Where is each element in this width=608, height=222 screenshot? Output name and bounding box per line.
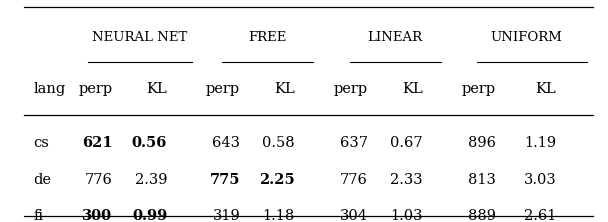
Text: 1.19: 1.19: [524, 136, 556, 150]
Text: KL: KL: [402, 82, 423, 96]
Text: 637: 637: [340, 136, 368, 150]
Text: 643: 643: [212, 136, 240, 150]
Text: perp: perp: [461, 82, 496, 96]
Text: 889: 889: [468, 209, 496, 222]
Text: 1.03: 1.03: [390, 209, 423, 222]
Text: NEURAL NET: NEURAL NET: [92, 31, 187, 44]
Text: 2.39: 2.39: [135, 173, 167, 187]
Text: 3.03: 3.03: [523, 173, 556, 187]
Text: cs: cs: [33, 136, 49, 150]
Text: 621: 621: [82, 136, 112, 150]
Text: 304: 304: [340, 209, 368, 222]
Text: 776: 776: [85, 173, 112, 187]
Text: de: de: [33, 173, 52, 187]
Text: 896: 896: [468, 136, 496, 150]
Text: KL: KL: [274, 82, 295, 96]
Text: fi: fi: [33, 209, 44, 222]
Text: 776: 776: [340, 173, 368, 187]
Text: 0.67: 0.67: [390, 136, 423, 150]
Text: 813: 813: [468, 173, 496, 187]
Text: 0.56: 0.56: [132, 136, 167, 150]
Text: KL: KL: [147, 82, 167, 96]
Text: FREE: FREE: [248, 31, 287, 44]
Text: 2.61: 2.61: [524, 209, 556, 222]
Text: 775: 775: [210, 173, 240, 187]
Text: 0.99: 0.99: [132, 209, 167, 222]
Text: perp: perp: [334, 82, 368, 96]
Text: perp: perp: [206, 82, 240, 96]
Text: UNIFORM: UNIFORM: [490, 31, 562, 44]
Text: 0.58: 0.58: [262, 136, 295, 150]
Text: lang: lang: [33, 82, 66, 96]
Text: 319: 319: [212, 209, 240, 222]
Text: 2.33: 2.33: [390, 173, 423, 187]
Text: 1.18: 1.18: [263, 209, 295, 222]
Text: KL: KL: [536, 82, 556, 96]
Text: LINEAR: LINEAR: [368, 31, 423, 44]
Text: perp: perp: [78, 82, 112, 96]
Text: 2.25: 2.25: [259, 173, 295, 187]
Text: 300: 300: [82, 209, 112, 222]
